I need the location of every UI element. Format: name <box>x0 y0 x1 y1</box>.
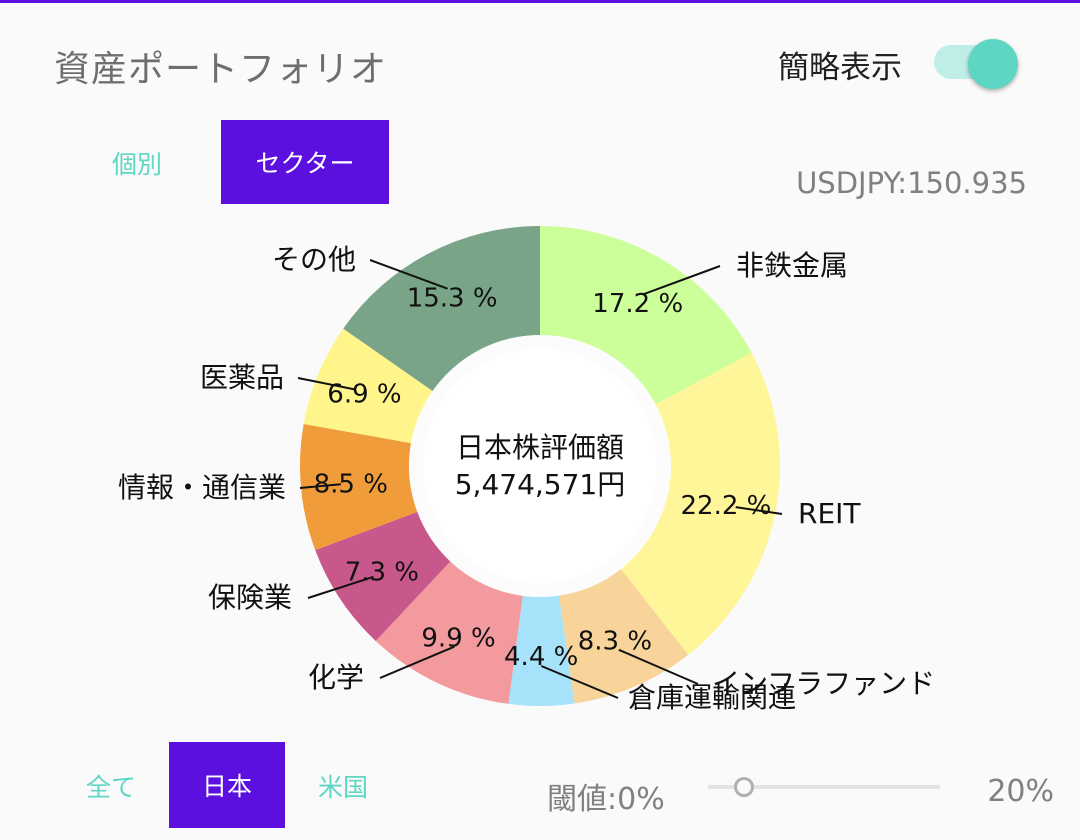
slice-percent-label: 8.5 % <box>314 469 388 499</box>
leader-line <box>297 377 356 391</box>
leader-line <box>618 648 699 685</box>
toggle-thumb <box>968 39 1018 89</box>
leader-line <box>369 259 448 290</box>
slice-name-label: REIT <box>798 497 861 530</box>
slice-percent-label: 6.9 % <box>327 379 401 409</box>
slice <box>620 353 780 655</box>
slice <box>508 595 575 706</box>
slice-percent-label: 17.2 % <box>592 289 683 319</box>
slider-rail <box>708 785 940 789</box>
slice <box>375 561 523 704</box>
threshold-label: 閾値:0% <box>547 782 665 817</box>
slider-knob[interactable] <box>734 777 754 797</box>
slice <box>343 226 540 392</box>
slice-percent-label: 9.9 % <box>421 624 495 654</box>
tab-sector[interactable]: セクター <box>221 120 389 204</box>
slice-name-label: 倉庫運輸関連 <box>628 681 796 714</box>
center-value: 5,474,571円 <box>455 468 626 501</box>
threshold-slider[interactable] <box>708 776 940 798</box>
slice-name-label: 情報・通信業 <box>118 471 286 504</box>
tab-individual[interactable]: 個別 <box>111 150 162 179</box>
center-label: 日本株評価額 <box>456 431 624 464</box>
threshold-max-label: 20% <box>987 774 1054 809</box>
slice-name-label: その他 <box>272 243 356 276</box>
tab-all[interactable]: 全て <box>85 773 136 802</box>
slice <box>540 226 752 405</box>
slice-name-label: 医薬品 <box>200 361 284 394</box>
slice-name-label: 保険業 <box>208 581 292 614</box>
slice-percent-label: 4.4 % <box>504 642 578 672</box>
slice-percent-label: 8.3 % <box>578 627 652 657</box>
slice <box>558 569 689 704</box>
slice-name-label: 非鉄金属 <box>736 249 848 282</box>
slice-name-label: 化学 <box>308 661 364 694</box>
leader-line <box>307 575 374 599</box>
slice-percent-label: 22.2 % <box>680 491 771 521</box>
leader-line <box>299 483 341 489</box>
slice <box>315 511 451 641</box>
page-title: 資産ポートフォリオ <box>54 49 388 90</box>
tab-us[interactable]: 米国 <box>317 773 368 802</box>
leader-line <box>642 265 721 296</box>
usdjpy-rate: USDJPY:150.935 <box>796 166 1027 200</box>
center-hole <box>423 349 657 583</box>
simple-view-label: 簡略表示 <box>778 50 902 86</box>
slice <box>300 423 418 551</box>
top-accent-line <box>0 0 1080 3</box>
slice-name-label: インフラファンド <box>712 667 935 700</box>
leader-line <box>379 645 455 679</box>
slice <box>303 328 433 444</box>
leader-line <box>540 665 619 699</box>
leader-line <box>735 506 783 515</box>
slice-percent-label: 15.3 % <box>407 284 498 314</box>
tab-japan[interactable]: 日本 <box>169 742 285 828</box>
simple-view-toggle[interactable] <box>934 39 1018 89</box>
